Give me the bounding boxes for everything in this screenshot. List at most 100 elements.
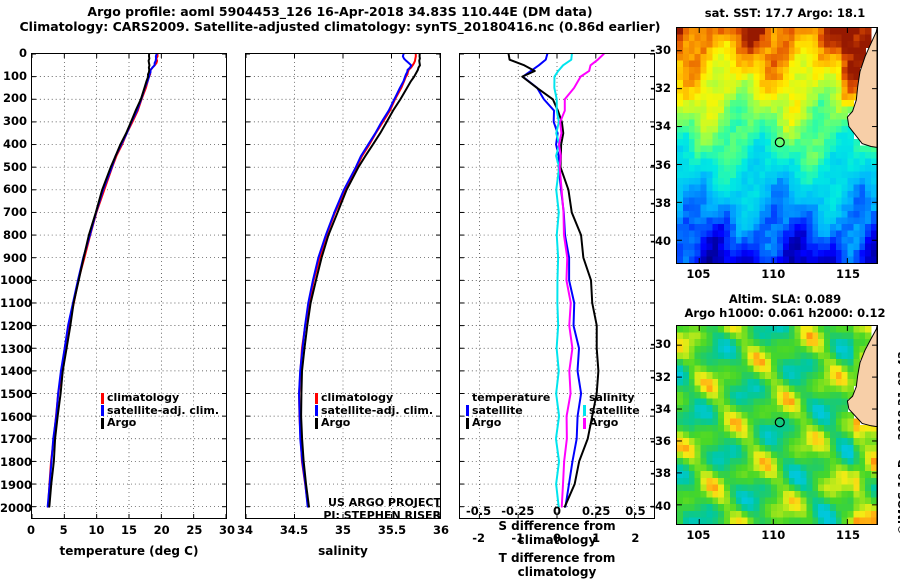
legend-swatch-satellite-adj [101,405,104,417]
temperature-tick-label: 20 [153,523,170,537]
legend-swatch-satellite-adj [315,405,318,417]
legend-label: climatology [107,391,180,404]
depth-tick-label: 800 [2,227,27,242]
depth-tick-label: 700 [2,205,27,220]
depth-tick-label: 1600 [0,409,33,424]
depth-tick-label: 1000 [0,273,33,288]
salinity-tick-label: 35 [334,523,352,537]
depth-tick-label: 200 [2,91,27,106]
legend-swatch-argo [315,417,318,429]
map-latitude-tick-label: -34 [650,401,671,416]
difference-legend-temperature: temperature satellite Argo [466,391,551,430]
depth-tick-label: 500 [2,159,27,174]
legend-label: climatology [321,391,394,404]
difference-legend-salinity: salinity satellite Argo [583,391,640,430]
depth-tick-label: 1400 [0,364,33,379]
temperature-tick-label: 15 [120,523,138,537]
depth-tick-label: 400 [2,136,27,151]
salinity-gridlines [246,54,440,518]
legend-item: Argo [583,416,640,430]
map-latitude-tick-label: -32 [650,81,671,96]
s-difference-axis-label: S difference from climatology [498,519,616,547]
salinity-tick-label: 34 [236,523,254,537]
temperature-tick-label: 0 [26,523,36,537]
sla-map-image [677,326,877,524]
legend-label: Argo [472,416,502,429]
map-latitude-tick-label: -32 [650,369,671,384]
depth-tick-label: 1700 [0,432,33,447]
salinity-tick-label: 34.5 [279,523,309,537]
salinity-tick-label: 35.5 [377,523,407,537]
t-difference-tick-label: 1 [592,531,601,545]
legend-item: Argo [101,416,219,430]
temperature-gridlines [32,54,226,518]
legend-swatch-climatology [101,392,104,404]
depth-tick-label: 1500 [0,386,33,401]
depth-tick-label: 0 [18,46,27,60]
temperature-legend: climatology satellite-adj. clim. Argo [101,391,220,430]
map-latitude-tick-label: -30 [650,42,671,57]
legend-header-temperature: temperature [472,391,551,404]
legend-item: Argo [466,416,550,430]
legend-swatch-temperature-argo [466,417,469,429]
title-line-1: Argo profile: aoml 5904453_126 16-Apr-20… [87,4,593,19]
map-longitude-tick-label: 110 [761,528,786,542]
t-difference-tick-label: 2 [631,531,640,545]
depth-tick-label: 1200 [0,318,33,333]
salinity-profile-panel[interactable] [245,53,441,519]
map-latitude-tick-label: -40 [650,234,671,249]
map-longitude-tick-label: 110 [761,267,786,281]
depth-tick-label: 1800 [0,455,33,470]
t-difference-axis-label: T difference from climatology [498,551,616,579]
depth-tick-label: 900 [2,250,27,265]
temperature-tick-label: 25 [186,523,203,537]
s-difference-tick-label: 0.25 [582,504,611,518]
map-latitude-tick-label: -38 [650,195,671,210]
map-longitude-tick-label: 105 [686,528,711,542]
temperature-axis-label: temperature (deg C) [59,544,199,558]
sla-header-line-2: Argo h1000: 0.061 h2000: 0.12 [684,306,886,320]
legend-label: Argo [107,416,137,429]
map-latitude-tick-label: -34 [650,119,671,134]
s-difference-tick-label: -0.25 [501,504,535,518]
s-difference-tick-label: 0.5 [625,504,646,518]
temperature-tick-label: 30 [218,523,236,537]
map-latitude-tick-label: -38 [650,466,671,481]
legend-swatch-climatology [315,392,318,404]
legend-item: Argo [315,416,433,430]
depth-tick-label: 1300 [0,341,33,356]
legend-label: satellite [589,403,640,417]
depth-tick-label: 100 [2,68,27,83]
difference-profile-panel[interactable] [459,53,655,519]
salinity-axis-label: salinity [318,544,368,558]
legend-label: satellite-adj. clim. [107,403,220,417]
salinity-curves [298,54,421,508]
legend-item: satellite-adj. clim. [315,403,434,418]
legend-swatch-salinity-satellite [583,405,586,417]
t-difference-tick-label: -2 [472,531,485,545]
temperature-tick-label: 10 [88,523,105,537]
legend-item: satellite [583,403,640,418]
sla-map-panel[interactable] [676,325,878,525]
temperature-profile-panel[interactable] [31,53,227,519]
legend-item: climatology [315,391,433,405]
legend-label: satellite [472,403,523,417]
salinity-legend: climatology satellite-adj. clim. Argo [315,391,434,430]
legend-item: climatology [101,391,219,405]
depth-tick-label: 300 [2,114,27,129]
sst-map-panel[interactable] [676,27,878,264]
legend-item: satellite-adj. clim. [101,403,220,418]
depth-tick-label: 1900 [0,477,33,492]
salinity-tick-label: 36 [432,523,450,537]
page-title: Argo profile: aoml 5904453_126 16-Apr-20… [0,4,680,34]
legend-swatch-temperature-satellite [466,405,469,417]
sst-map-header: sat. SST: 17.7 Argo: 18.1 [704,6,866,20]
legend-label: satellite-adj. clim. [321,403,434,417]
s-difference-tick-label: 0 [552,504,562,518]
legend-swatch-argo [101,417,104,429]
legend-item: satellite [466,403,550,418]
legend-swatch-salinity-argo [583,417,586,429]
t-difference-tick-label: 0 [552,531,562,545]
t-difference-tick-label: -1 [511,531,525,545]
map-longitude-tick-label: 115 [836,528,861,542]
